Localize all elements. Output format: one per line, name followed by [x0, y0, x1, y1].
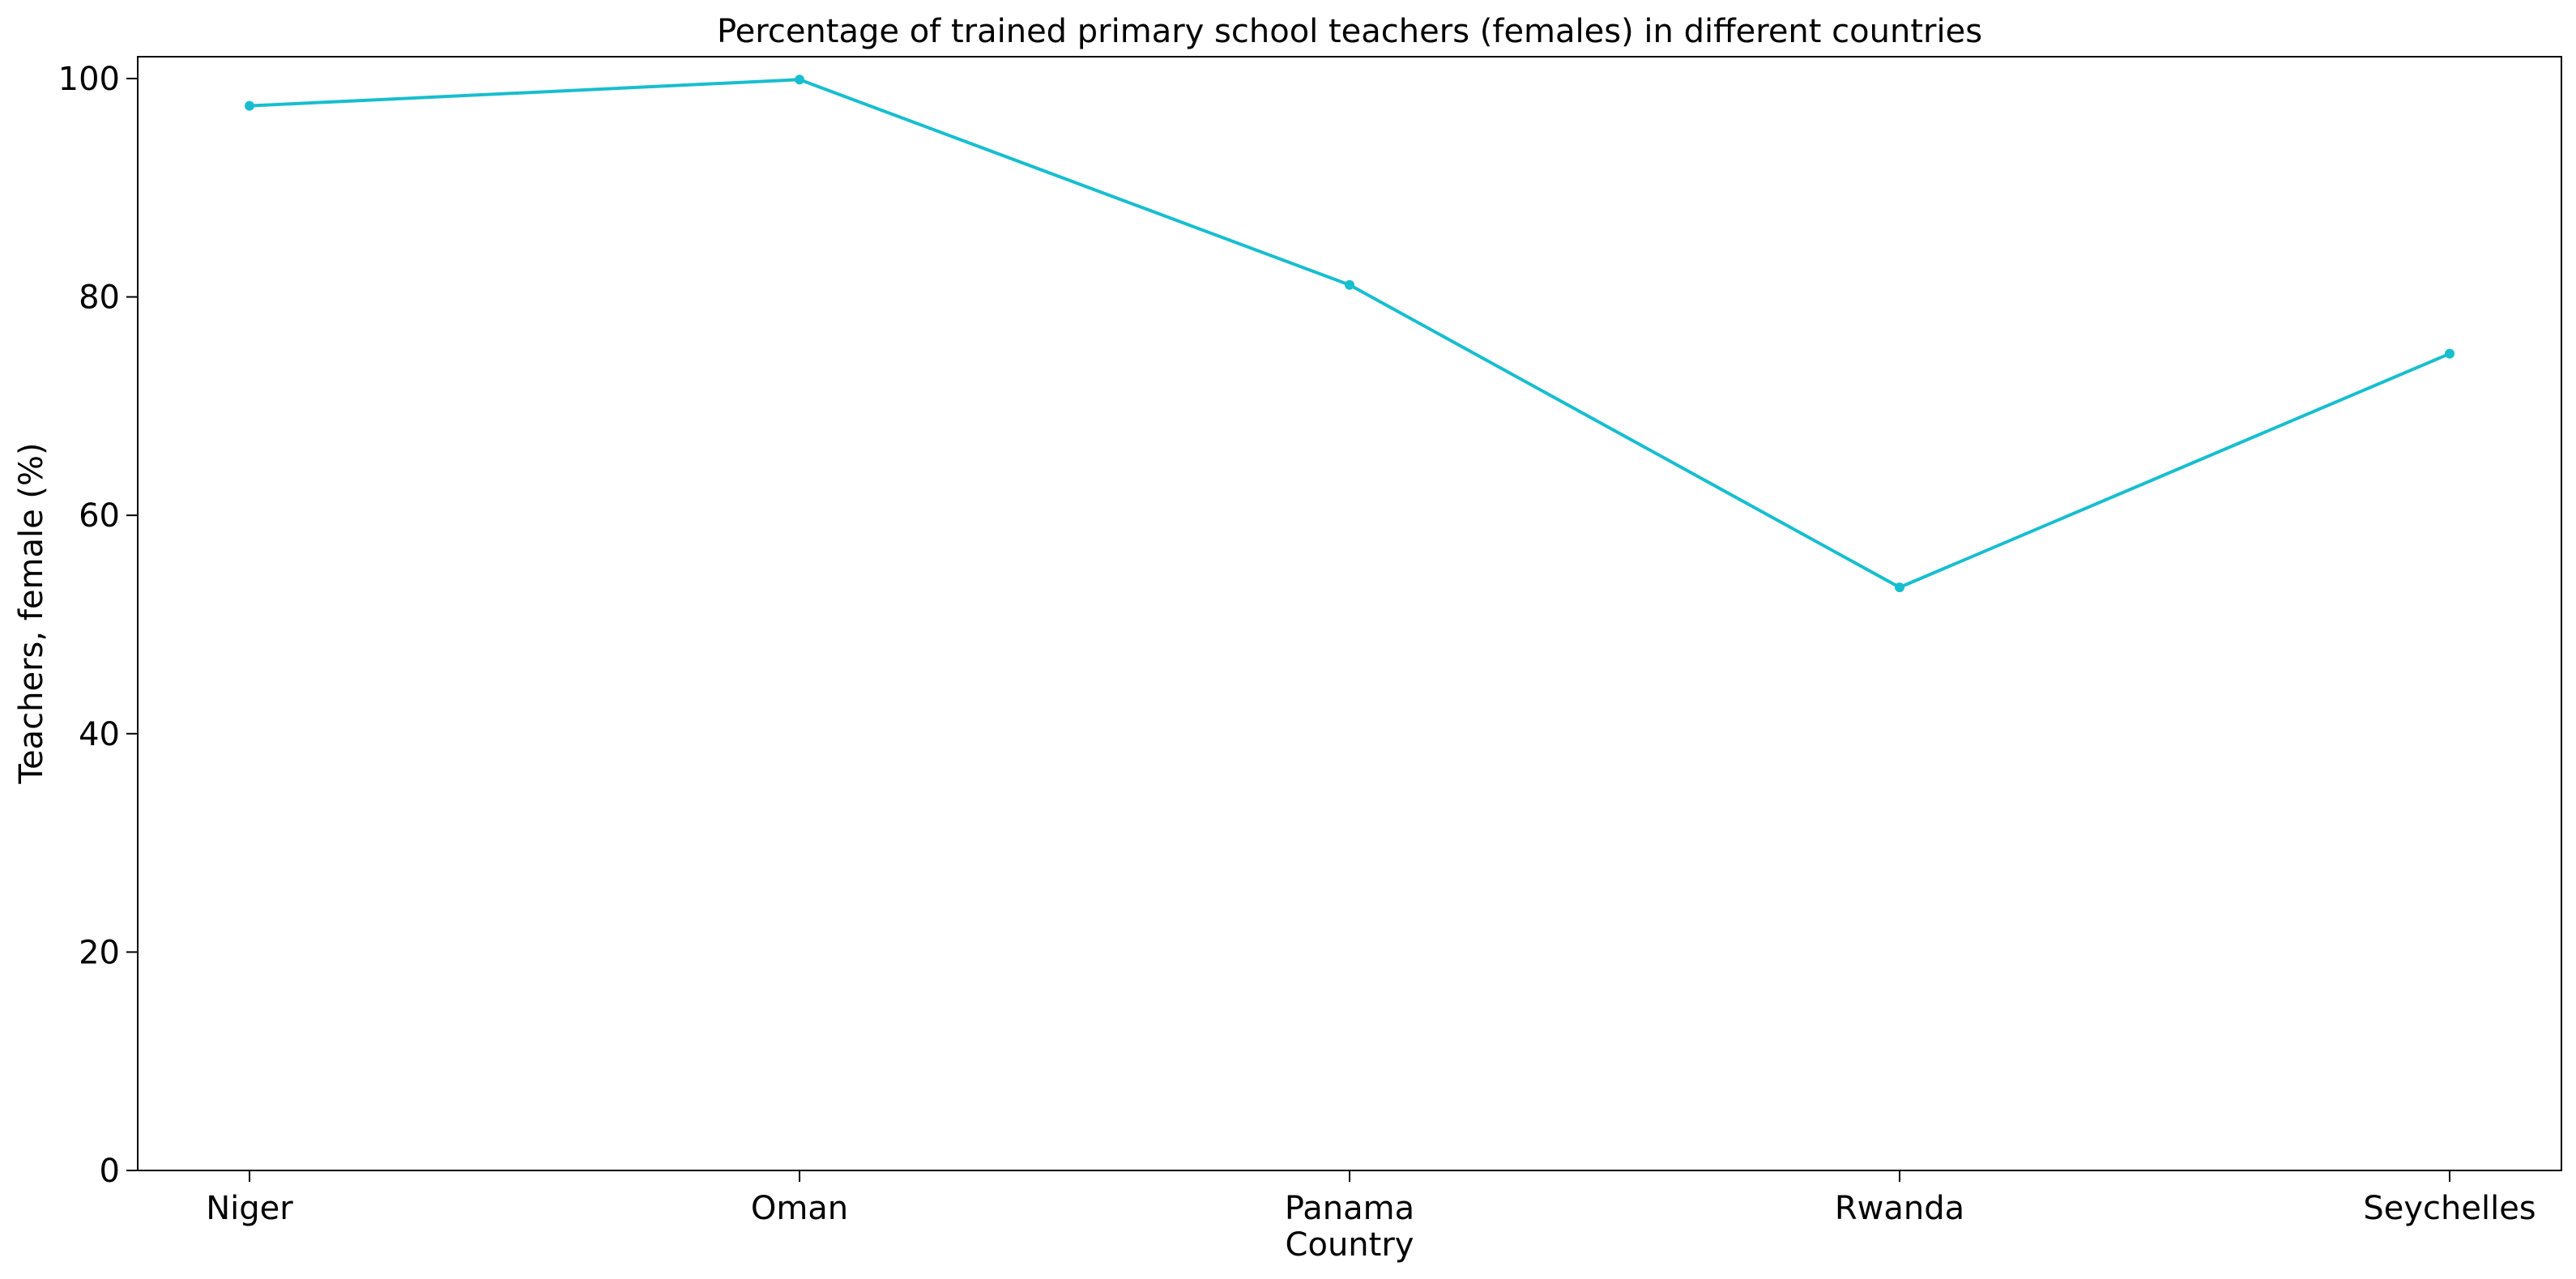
data-point: [795, 75, 804, 85]
x-tick-label: Niger: [206, 1190, 293, 1227]
x-tick-label: Panama: [1285, 1190, 1414, 1227]
data-point: [2445, 348, 2454, 359]
y-tick-label: 60: [79, 497, 120, 535]
data-point: [1345, 279, 1354, 290]
series-line-layer: [245, 75, 2454, 593]
y-tick-label: 20: [79, 934, 120, 971]
x-tick-label: Seychelles: [2363, 1190, 2535, 1227]
data-point: [1895, 582, 1904, 593]
x-tick-label: Oman: [751, 1190, 848, 1227]
y-axis: 0 20 40 60 80 100: [58, 61, 138, 1190]
y-tick-label: 40: [79, 716, 120, 753]
data-point: [245, 100, 254, 111]
series-line: [249, 78, 2450, 590]
x-axis: Niger Oman Panama Rwanda Seychelles: [206, 1170, 2536, 1227]
plot-area: [137, 56, 2562, 1171]
y-tick-label: 0: [100, 1153, 120, 1190]
x-tick-label: Rwanda: [1835, 1190, 1964, 1227]
y-tick-label: 80: [79, 279, 120, 317]
y-tick-label: 100: [58, 61, 120, 98]
y-axis-label: Teachers, female (%): [13, 442, 50, 784]
chart-title: Percentage of trained primary school tea…: [717, 13, 1982, 50]
x-axis-label: Country: [1286, 1226, 1414, 1264]
